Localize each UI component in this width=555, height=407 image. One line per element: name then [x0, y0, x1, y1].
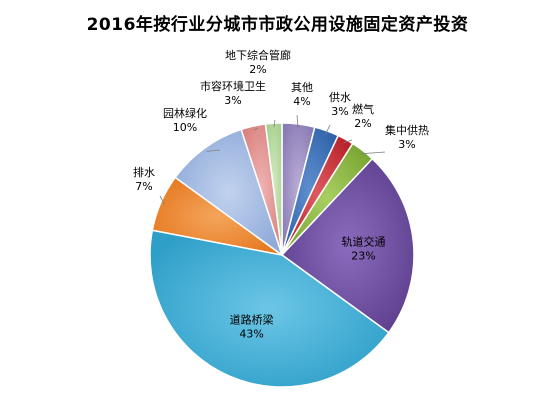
slice-percent-label: 3%	[224, 94, 241, 107]
slice-category-label: 排水	[133, 165, 155, 179]
leader-line-其他	[296, 114, 299, 129]
leader-line-园林绿化	[206, 149, 221, 152]
leader-line-排水	[159, 195, 165, 205]
slice-percent-label: 2%	[354, 117, 371, 130]
pie-slice-地下综合管廊	[264, 122, 283, 256]
leader-lines-layer	[159, 114, 386, 205]
slice-percent-label: 7%	[135, 180, 152, 193]
slice-category-label: 集中供热	[385, 123, 429, 137]
slice-category-label: 道路桥梁	[230, 312, 274, 326]
labels-layer: 其他4% 供水3% 燃气2%集中供热3%轨道交通23%道路桥梁43%排水7%园林绿化…	[133, 48, 429, 340]
slice-percent-label: 4%	[293, 95, 310, 108]
pie-slice-轨道交通	[280, 157, 415, 334]
pie-slice-园林绿化	[174, 128, 284, 257]
slice-percent-label: 23%	[351, 249, 375, 262]
slice-percent-label: 3%	[331, 105, 348, 118]
leader-line-地下综合管廊	[273, 119, 276, 128]
slice-percent-label: 3%	[398, 138, 415, 151]
pie-slice-道路桥梁	[149, 229, 390, 388]
leader-line-集中供热	[360, 151, 386, 155]
leader-line-燃气	[343, 139, 353, 144]
slices-layer	[149, 122, 415, 388]
slice-category-label: 供水	[329, 90, 351, 104]
slice-percent-label: 43%	[239, 327, 263, 340]
leader-line-市容环境卫生	[253, 127, 259, 131]
slice-category-label: 市容环境卫生	[200, 79, 266, 93]
slice-category-label: 园林绿化	[163, 106, 207, 120]
slice-percent-label: 10%	[173, 121, 197, 134]
slice-category-label: 燃气	[352, 102, 374, 116]
slice-percent-label: 2%	[249, 63, 266, 76]
slice-category-label: 轨道交通	[341, 234, 385, 248]
chart-title: 2016年按行业分城市市政公用设施固定资产投资	[86, 15, 469, 35]
slice-category-label: 其他	[291, 81, 313, 94]
leader-line-供水	[325, 124, 331, 135]
slice-category-label: 地下综合管廊	[225, 48, 291, 62]
